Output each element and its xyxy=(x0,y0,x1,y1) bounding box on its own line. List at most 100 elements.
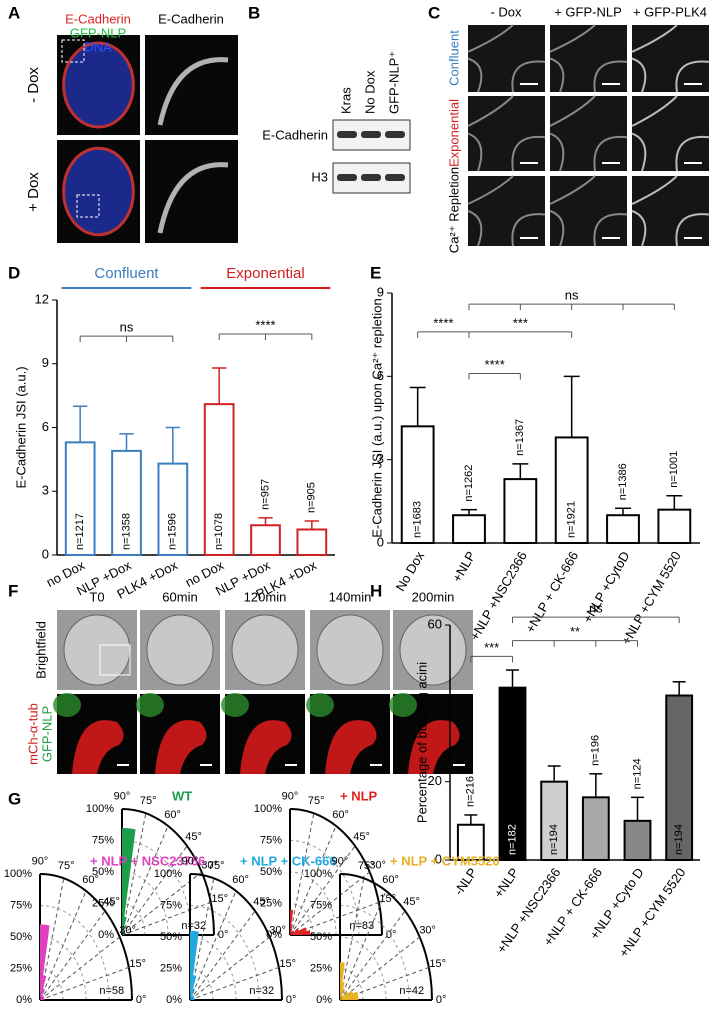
n-label: n=32 xyxy=(181,920,206,932)
cell-junctions xyxy=(631,24,709,93)
r-tick-label: 25% xyxy=(160,962,182,974)
r-tick-label: 100% xyxy=(304,868,332,880)
panel-letter: D xyxy=(8,263,20,282)
rose-wedge xyxy=(290,927,307,935)
rose-wedge xyxy=(190,995,194,1000)
grid-spoke xyxy=(39,936,120,1001)
panel-letter: B xyxy=(248,3,260,22)
significance-label: ** xyxy=(570,624,580,639)
polar-title: WT xyxy=(172,788,192,803)
rose-wedge xyxy=(190,998,195,1000)
r-tick-label: 50% xyxy=(160,931,182,943)
bar xyxy=(111,449,142,556)
time-label: 140min xyxy=(329,589,372,604)
n-label: n=1367 xyxy=(514,419,526,456)
polar-frame xyxy=(121,808,215,936)
y-tick-label: 9 xyxy=(377,284,384,299)
r-tick-label: 0% xyxy=(16,994,32,1006)
row-label: + Dox xyxy=(25,172,42,212)
grid-spoke xyxy=(39,890,87,1001)
bar xyxy=(64,441,96,556)
polar-title: + NLP + CK-666 xyxy=(240,853,337,868)
column-label: + GFP-PLK4 xyxy=(633,4,707,19)
rose-wedge xyxy=(122,827,136,935)
rose-wedge xyxy=(190,996,195,1000)
rose-wedge xyxy=(40,995,44,1000)
n-label: n=216 xyxy=(465,776,477,807)
rose-wedge xyxy=(290,930,294,935)
grid-spoke xyxy=(339,890,387,1001)
grid-spoke xyxy=(121,901,212,936)
cell-junctions xyxy=(631,95,709,172)
green-signal xyxy=(306,693,334,717)
rose-wedge xyxy=(290,930,294,935)
acinus xyxy=(62,146,135,237)
rose-wedge xyxy=(190,994,193,1000)
angle-tick-label: 45° xyxy=(185,831,202,843)
angle-tick-label: 90° xyxy=(114,790,131,802)
red-signal xyxy=(240,720,292,774)
rose-wedge xyxy=(290,925,293,935)
rose-wedge xyxy=(40,994,43,1000)
angle-tick-label: 75° xyxy=(308,795,325,807)
grid-spoke xyxy=(289,825,337,936)
rose-wedge xyxy=(190,997,195,1000)
rose-wedge xyxy=(190,930,199,1000)
blot-band xyxy=(385,174,405,181)
row-label: Brightfield xyxy=(33,621,48,679)
angle-tick-label: 30° xyxy=(119,925,136,937)
y-tick-label: 3 xyxy=(377,451,384,466)
rose-wedge xyxy=(340,994,343,1000)
cell-junctions xyxy=(467,175,546,247)
membrane xyxy=(157,57,229,126)
y-tick-label: 0 xyxy=(42,546,49,561)
rose-wedge xyxy=(40,924,50,1000)
channel-label: mCh-α-tub xyxy=(25,703,40,765)
grid-arc xyxy=(289,871,337,936)
inset-box xyxy=(76,194,100,218)
grid-spoke xyxy=(289,845,356,936)
band-label: E-Cadherin xyxy=(262,127,328,142)
rose-wedge xyxy=(190,988,195,1000)
acinus xyxy=(316,614,384,686)
n-label: n=194 xyxy=(548,824,560,855)
n-label: n=196 xyxy=(590,735,602,766)
panel-letter: F xyxy=(8,581,18,600)
bar xyxy=(581,796,610,861)
bar xyxy=(296,528,328,556)
n-label: n=58 xyxy=(99,985,124,997)
green-signal xyxy=(53,693,81,717)
grid-arc xyxy=(339,905,410,1001)
panel-letter: E xyxy=(370,263,381,282)
r-tick-label: 0% xyxy=(98,929,114,941)
rose-wedge xyxy=(340,995,359,1000)
acinus xyxy=(231,614,299,686)
r-tick-label: 100% xyxy=(86,803,114,815)
significance-label: ns xyxy=(589,601,603,616)
n-label: n=124 xyxy=(631,758,643,789)
bar xyxy=(400,425,435,545)
grid-arc xyxy=(339,936,387,1001)
column-label: + GFP-NLP xyxy=(554,4,622,19)
bar xyxy=(665,694,694,861)
r-tick-label: 75% xyxy=(160,899,182,911)
angle-tick-label: 15° xyxy=(211,893,228,905)
lane-label: Kras xyxy=(338,87,353,114)
rose-wedge xyxy=(290,930,311,935)
bar xyxy=(157,462,189,556)
lane-label: No Dox xyxy=(362,70,377,114)
lane-label: GFP-NLP⁺ xyxy=(386,51,401,114)
red-signal xyxy=(155,720,207,774)
acinus xyxy=(146,614,214,686)
bar xyxy=(456,823,485,861)
n-label: n=905 xyxy=(306,482,318,513)
n-label: n=1358 xyxy=(120,513,132,550)
micrograph xyxy=(468,96,545,171)
time-label: 120min xyxy=(244,589,287,604)
y-tick-label: 0 xyxy=(435,851,442,866)
polar-frame xyxy=(189,873,283,1001)
significance-label: *** xyxy=(484,640,499,655)
grid-spoke xyxy=(339,910,406,1001)
significance-label: **** xyxy=(485,357,505,372)
